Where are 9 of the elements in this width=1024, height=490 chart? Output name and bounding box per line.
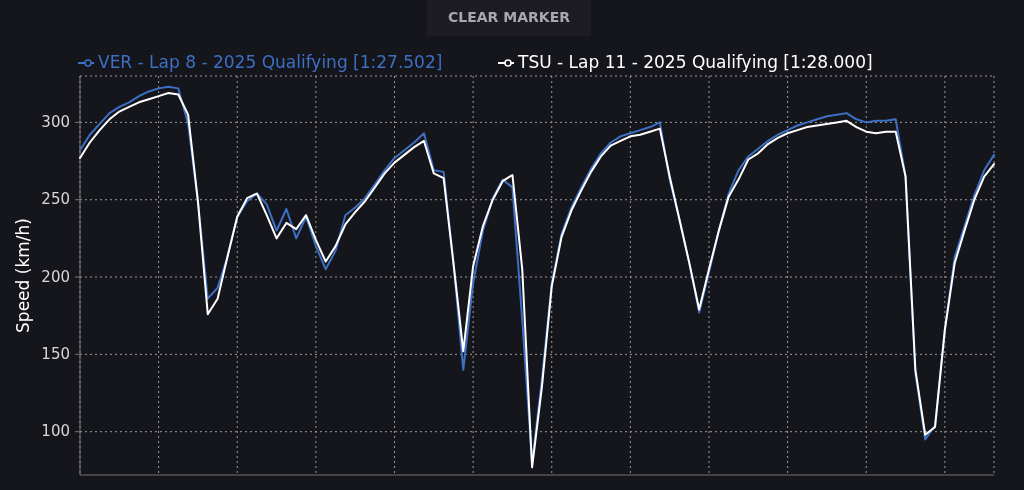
y-tick-label: 200 xyxy=(41,267,70,286)
y-tick-label: 150 xyxy=(41,344,70,363)
legend-label: TSU - Lap 11 - 2025 Qualifying [1:28.000] xyxy=(517,52,873,72)
legend-label: VER - Lap 8 - 2025 Qualifying [1:27.502] xyxy=(98,52,443,72)
y-tick-label: 300 xyxy=(41,112,70,131)
y-axis-title: Speed (km/h) xyxy=(13,218,33,333)
clear-button: CLEAR MARKER xyxy=(427,0,591,36)
y-tick-label: 100 xyxy=(41,422,70,441)
y-tick-label: 250 xyxy=(41,190,70,209)
